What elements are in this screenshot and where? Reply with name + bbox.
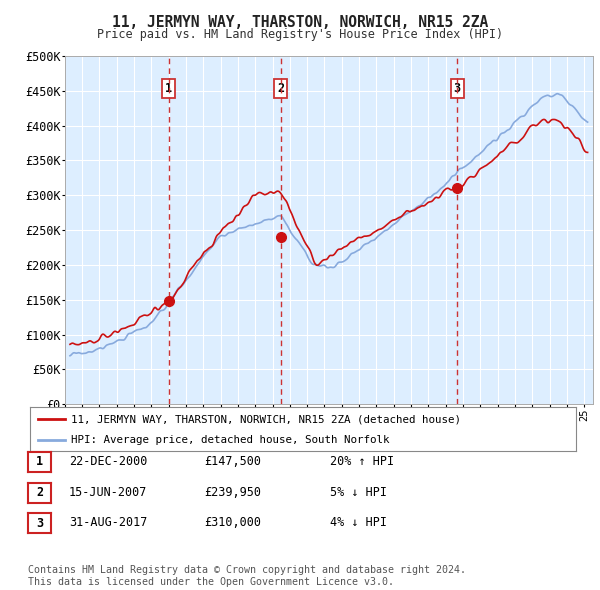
Text: 20% ↑ HPI: 20% ↑ HPI [330,455,394,468]
Text: 22-DEC-2000: 22-DEC-2000 [69,455,148,468]
Text: £147,500: £147,500 [204,455,261,468]
Text: 31-AUG-2017: 31-AUG-2017 [69,516,148,529]
Text: 1: 1 [36,455,43,468]
Text: 11, JERMYN WAY, THARSTON, NORWICH, NR15 2ZA (detached house): 11, JERMYN WAY, THARSTON, NORWICH, NR15 … [71,415,461,424]
Text: £239,950: £239,950 [204,486,261,499]
Text: 2: 2 [36,486,43,499]
Text: 11, JERMYN WAY, THARSTON, NORWICH, NR15 2ZA: 11, JERMYN WAY, THARSTON, NORWICH, NR15 … [112,15,488,30]
Text: 15-JUN-2007: 15-JUN-2007 [69,486,148,499]
Text: 3: 3 [36,517,43,530]
Text: HPI: Average price, detached house, South Norfolk: HPI: Average price, detached house, Sout… [71,435,389,445]
Text: 3: 3 [454,82,461,95]
Text: 2: 2 [277,82,284,95]
Text: Price paid vs. HM Land Registry's House Price Index (HPI): Price paid vs. HM Land Registry's House … [97,28,503,41]
Text: Contains HM Land Registry data © Crown copyright and database right 2024.
This d: Contains HM Land Registry data © Crown c… [28,565,466,587]
Text: 5% ↓ HPI: 5% ↓ HPI [330,486,387,499]
Text: 1: 1 [165,82,172,95]
Text: £310,000: £310,000 [204,516,261,529]
Text: 4% ↓ HPI: 4% ↓ HPI [330,516,387,529]
